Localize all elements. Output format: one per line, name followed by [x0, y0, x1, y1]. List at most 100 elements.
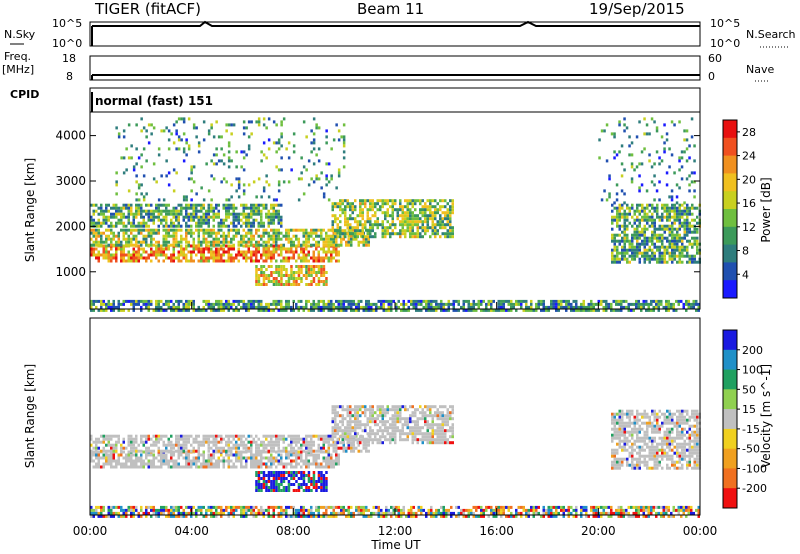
echo-cell: [257, 477, 261, 480]
echo-cell: [105, 228, 108, 232]
echo-cell: [307, 465, 310, 469]
echo-cell: [641, 254, 644, 258]
echo-cell: [222, 224, 225, 228]
echo-cell: [391, 214, 394, 218]
echo-cell: [252, 250, 255, 254]
echo-cell: [441, 405, 444, 409]
echo-cell: [112, 231, 115, 235]
echo-cell: [97, 456, 100, 460]
echo-cell: [623, 242, 626, 246]
echo-cell: [172, 209, 175, 213]
echo-cell: [175, 212, 178, 216]
echo-cell: [354, 405, 357, 409]
echo-cell: [95, 440, 98, 444]
echo-cell: [315, 234, 318, 238]
echo-cell: [185, 253, 188, 257]
echo-cell: [332, 449, 335, 453]
echo-cell: [217, 228, 220, 232]
echo-cell: [242, 443, 245, 447]
echo-cell: [245, 449, 248, 453]
echo-cell: [142, 256, 145, 260]
echo-cell: [356, 220, 359, 224]
echo-cell: [257, 117, 261, 121]
echo-cell: [217, 305, 220, 309]
echo-cell: [656, 257, 659, 261]
echo-cell: [277, 183, 281, 187]
echo-cell: [451, 211, 454, 215]
echo-cell: [691, 224, 694, 228]
echo-cell: [220, 247, 223, 251]
y-tick-label: 3000: [55, 174, 86, 188]
echo-cell: [347, 305, 350, 309]
echo-cell: [107, 462, 110, 466]
echo-cell: [605, 198, 609, 202]
echo-cell: [300, 268, 303, 271]
echo-cell: [247, 215, 250, 219]
echo-cell: [431, 214, 434, 218]
echo-cell: [416, 235, 419, 239]
echo-cell: [250, 253, 253, 257]
echo-cell: [125, 228, 128, 232]
echo-cell: [140, 183, 143, 187]
echo-cell: [197, 243, 200, 247]
echo-cell: [272, 198, 276, 202]
echo-cell: [132, 165, 136, 169]
echo-cell: [247, 212, 250, 216]
echo-cell: [688, 239, 691, 243]
echo-cell: [322, 243, 325, 247]
echo-cell: [280, 144, 283, 148]
echo-cell: [537, 302, 540, 306]
echo-cell: [618, 150, 621, 154]
echo-cell: [656, 203, 659, 207]
echo-cell: [102, 218, 105, 222]
echo-cell: [648, 159, 651, 163]
echo-cell: [305, 237, 308, 241]
echo-cell: [379, 208, 382, 212]
echo-cell: [172, 443, 175, 447]
echo-cell: [165, 449, 168, 453]
echo-cell: [367, 449, 370, 453]
echo-cell: [197, 250, 200, 254]
echo-cell: [237, 180, 241, 184]
echo-cell: [666, 215, 669, 219]
echo-cell: [112, 449, 115, 453]
echo-cell: [648, 203, 651, 207]
echo-cell: [615, 299, 618, 303]
echo-cell: [646, 227, 649, 231]
echo-cell: [421, 408, 424, 412]
echo-cell: [357, 240, 360, 244]
echo-cell: [312, 250, 315, 254]
echo-cell: [140, 456, 143, 460]
echo-cell: [115, 171, 118, 175]
echo-cell: [322, 247, 325, 251]
echo-cell: [230, 253, 233, 257]
echo-cell: [297, 305, 300, 309]
echo-cell: [305, 277, 308, 280]
echo-cell: [165, 231, 168, 235]
echo-cell: [492, 308, 495, 312]
echo-cell: [192, 308, 195, 312]
echo-cell: [350, 237, 353, 241]
echo-cell: [222, 234, 225, 238]
echo-cell: [409, 202, 412, 206]
echo-cell: [235, 308, 238, 312]
echo-cell: [305, 247, 308, 251]
echo-cell: [165, 224, 168, 228]
echo-cell: [404, 420, 407, 424]
echo-cell: [230, 305, 233, 309]
echo-cell: [340, 302, 343, 306]
echo-cell: [611, 251, 614, 255]
echo-cell: [247, 120, 251, 124]
echo-cell: [242, 240, 245, 244]
echo-cell: [140, 203, 143, 207]
echo-cell: [250, 465, 253, 469]
echo-cell: [190, 459, 193, 463]
echo-cell: [137, 231, 140, 235]
echo-cell: [95, 231, 98, 235]
echo-cell: [651, 215, 654, 219]
echo-cell: [696, 221, 699, 225]
echo-cell: [640, 305, 643, 309]
echo-cell: [175, 228, 178, 232]
echo-cell: [325, 280, 328, 283]
echo-cell: [492, 299, 495, 303]
